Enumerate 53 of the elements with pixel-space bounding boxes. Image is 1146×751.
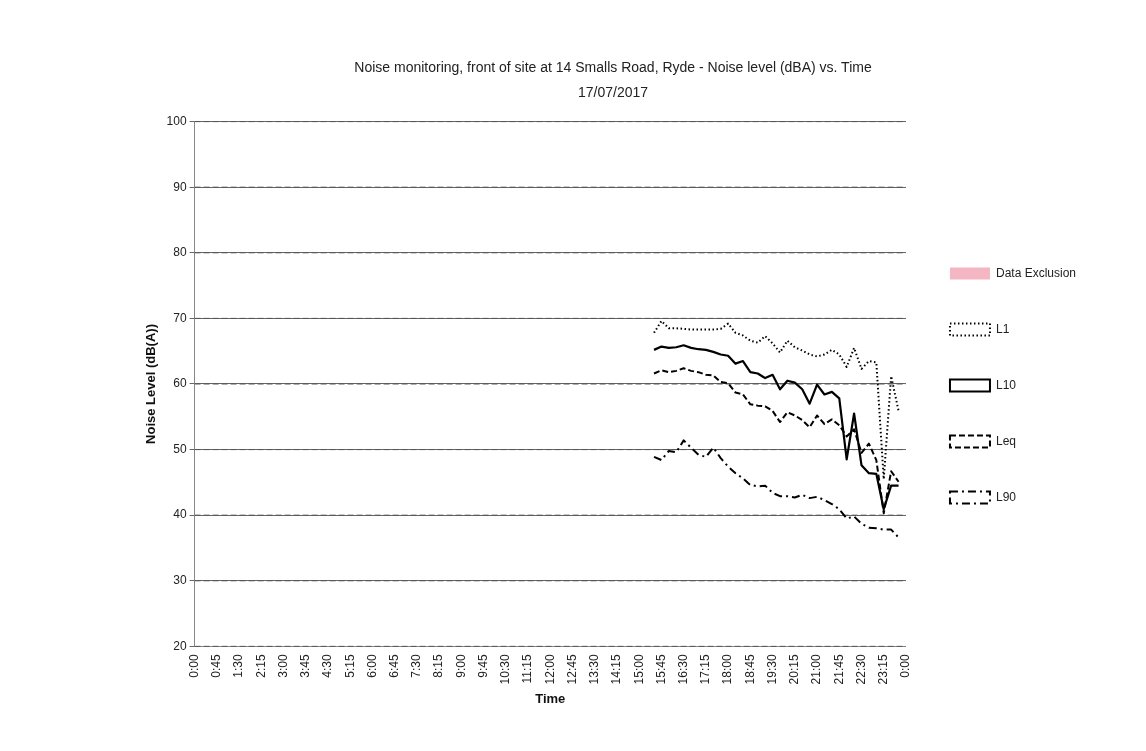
x-tick-label: 22:30 <box>853 654 868 685</box>
x-tick-label: 17:15 <box>698 654 713 685</box>
x-tick-label: 12:45 <box>564 654 579 685</box>
chart-title: Noise monitoring, front of site at 14 Smalls Road, Ryde - Noise level (dBA) vs. Time <box>354 59 872 76</box>
line-series <box>653 439 900 539</box>
y-tick-label: 40 <box>173 507 187 522</box>
chart-subtitle: 17/07/2017 <box>577 84 649 101</box>
legend-label: Data Exclusion <box>995 265 1077 280</box>
x-tick-label: 5:15 <box>342 654 357 678</box>
x-tick-label: 20:15 <box>787 654 802 685</box>
x-tick-label: 2:15 <box>253 654 268 678</box>
y-tick-label: 80 <box>173 245 187 260</box>
x-tick-label: 18:00 <box>720 654 735 685</box>
line-series <box>653 320 900 481</box>
x-tick-label: 15:00 <box>631 654 646 685</box>
x-tick-label: 21:00 <box>809 654 824 685</box>
x-tick-label: 4:30 <box>320 654 335 678</box>
x-tick-label: 16:30 <box>675 654 690 685</box>
x-tick-label: 0:45 <box>209 654 224 678</box>
x-tick-label: 13:30 <box>587 654 602 685</box>
y-tick-label: 90 <box>173 179 187 194</box>
x-tick-label: 14:15 <box>609 654 624 685</box>
x-tick-label: 9:00 <box>453 654 468 678</box>
x-tick-label: 9:45 <box>475 654 490 678</box>
x-tick-label: 19:30 <box>764 654 779 685</box>
x-tick-label: 3:00 <box>275 654 290 678</box>
y-tick-label: 50 <box>173 441 187 456</box>
x-tick-label: 15:45 <box>653 654 668 685</box>
x-tick-label: 6:45 <box>387 654 401 678</box>
legend-label: L1 <box>995 321 1010 336</box>
x-tick-label: 1:30 <box>231 654 246 678</box>
legend-label: L10 <box>995 377 1017 392</box>
x-tick-label: 23:15 <box>876 654 891 685</box>
x-axis-title: Time <box>535 690 566 706</box>
y-tick-label: 60 <box>173 376 187 391</box>
legend-label: Leq <box>995 433 1016 448</box>
x-tick-label: 6:00 <box>364 654 379 678</box>
x-tick-label: 10:30 <box>498 654 513 685</box>
x-tick-label: 21:45 <box>831 654 846 685</box>
y-axis-title: Noise Level (dB(A)) <box>143 324 159 444</box>
x-tick-label: 0:00 <box>186 654 201 678</box>
x-tick-label: 3:45 <box>298 654 313 678</box>
x-tick-label: 7:30 <box>409 654 424 678</box>
y-tick-label: 20 <box>173 638 187 653</box>
x-tick-label: 12:00 <box>542 654 557 685</box>
y-tick-label: 30 <box>173 573 187 588</box>
y-tick-label: 70 <box>173 310 187 325</box>
x-tick-label: 8:15 <box>431 654 446 678</box>
legend-label: L90 <box>995 489 1017 504</box>
x-tick-label: 18:45 <box>742 654 757 685</box>
x-tick-label: 11:15 <box>520 654 535 684</box>
y-tick-label: 100 <box>166 113 187 128</box>
x-tick-label: 0:00 <box>898 654 913 678</box>
